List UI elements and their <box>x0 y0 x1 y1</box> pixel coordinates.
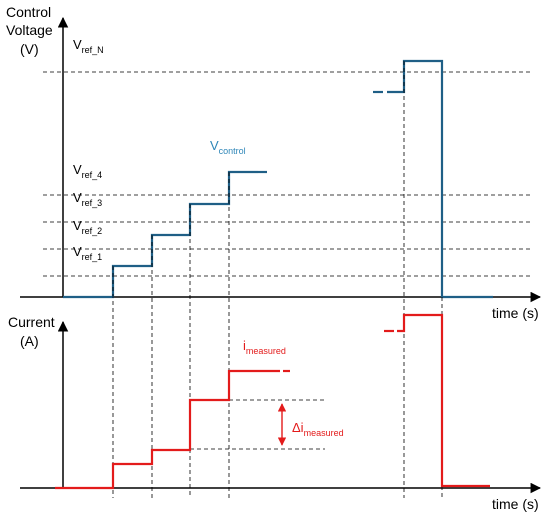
voltage-axis-label: Control Voltage (V) <box>6 4 53 57</box>
current-xlabel: time (s) <box>492 496 539 512</box>
current-ylabel-line2: (A) <box>20 333 39 349</box>
vcontrol-label: Vcontrol <box>210 138 246 156</box>
voltage-ylabel-line3: (V) <box>20 41 39 57</box>
time-guides <box>112 61 443 498</box>
delta-i-label: Δimeasured <box>292 420 344 438</box>
voltage-xlabel: time (s) <box>492 305 539 321</box>
voltage-ylabel-line1: Control <box>6 4 51 20</box>
imeasured-label: imeasured <box>243 338 286 356</box>
imeasured-staircase <box>55 369 280 490</box>
vcontrol-final-step <box>387 59 493 299</box>
current-ylabel-line1: Current <box>8 314 55 330</box>
ref-label-n: Vref_N <box>73 37 104 55</box>
ref-label-1: Vref_1 <box>73 244 102 262</box>
voltage-panel: Control Voltage (V) time (s) Vref_N Vref… <box>6 4 542 321</box>
ref-label-2: Vref_2 <box>73 218 102 236</box>
voltage-ylabel-line2: Voltage <box>6 22 53 38</box>
delta-guides <box>190 399 325 450</box>
imeasured-final-step <box>397 313 490 488</box>
reference-guides <box>43 71 530 277</box>
ref-label-4: Vref_4 <box>73 162 102 180</box>
current-axis-label: Current (A) <box>8 314 55 349</box>
ref-label-3: Vref_3 <box>73 190 102 208</box>
current-panel: Current (A) time (s) Δimeasured imeasure… <box>8 313 542 512</box>
